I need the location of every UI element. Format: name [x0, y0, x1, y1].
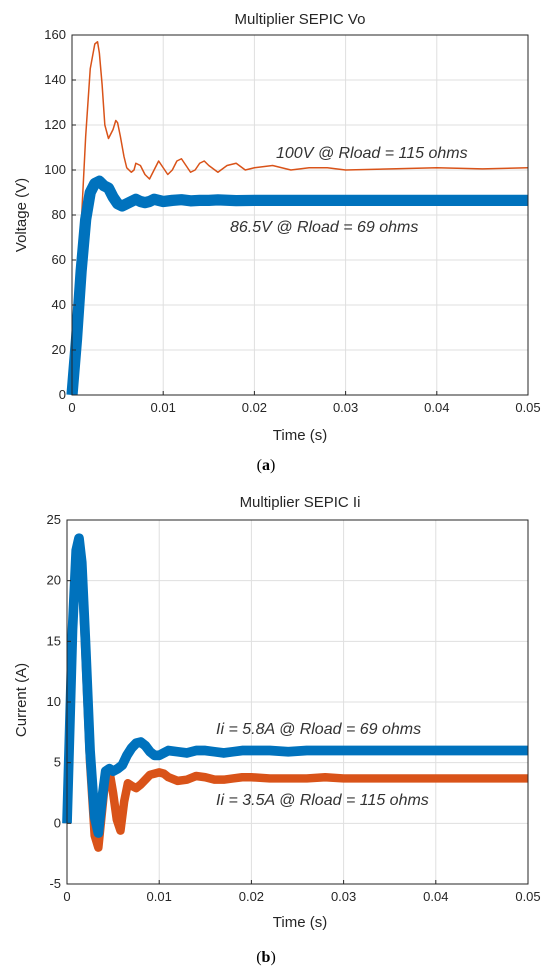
y-tick-label: 5	[54, 755, 61, 770]
caption-b: (b)	[256, 949, 276, 966]
x-tick-label: 0.05	[515, 889, 540, 904]
annotation-blue: Ii = 5.8A @ Rload = 69 ohms	[216, 721, 421, 738]
series-line-2	[62, 533, 528, 838]
y-tick-label: 15	[47, 633, 61, 648]
y-tick-label: 80	[52, 207, 66, 222]
series-line-1	[71, 41, 529, 396]
chart-title: Multiplier SEPIC Vo	[235, 11, 366, 28]
y-axis-label: Current (A)	[13, 663, 30, 737]
annotation-orange: Ii = 3.5A @ Rload = 115 ohms	[216, 792, 429, 809]
y-tick-label: 40	[52, 297, 66, 312]
caption-a: (a)	[257, 457, 276, 474]
y-tick-label: 0	[59, 387, 66, 402]
x-axis-label: Time (s)	[273, 427, 327, 444]
x-tick-labels: 0 0.01 0.02 0.03 0.04 0.05	[63, 880, 541, 904]
x-tick-label: 0.02	[239, 889, 264, 904]
x-tick-label: 0.03	[333, 400, 358, 415]
y-tick-label: 120	[44, 117, 66, 132]
x-axis-label: Time (s)	[273, 914, 327, 931]
annotation-orange: 100V @ Rload = 115 ohms	[276, 145, 468, 162]
y-axis-label: Voltage (V)	[13, 178, 30, 252]
y-tick-label: 160	[44, 27, 66, 42]
series-group	[66, 41, 529, 396]
y-tick-label: 140	[44, 72, 66, 87]
y-tick-labels: 0 20 40 60 80 100 120 140 160	[44, 27, 76, 402]
x-tick-label: 0.04	[423, 889, 448, 904]
y-tick-label: 100	[44, 162, 66, 177]
x-tick-label: 0.02	[242, 400, 267, 415]
x-tick-label: 0	[63, 889, 70, 904]
series-group	[62, 533, 528, 852]
x-tick-label: 0	[68, 400, 75, 415]
annotation-blue: 86.5V @ Rload = 69 ohms	[230, 219, 418, 236]
y-tick-label: 25	[47, 512, 61, 527]
series-line-2	[66, 175, 528, 396]
x-tick-label: 0.03	[331, 889, 356, 904]
y-tick-label: 20	[47, 573, 61, 588]
current-chart: Multiplier SEPIC Ii 0 0.01 0.02 0.03 0.04 0.0…	[13, 494, 541, 966]
x-tick-label: 0.01	[151, 400, 176, 415]
x-tick-label: 0.01	[147, 889, 172, 904]
x-tick-labels: 0 0.01 0.02 0.03 0.04 0.05	[68, 391, 541, 415]
x-tick-label: 0.05	[515, 400, 540, 415]
voltage-chart: Multiplier SEPIC Vo 0 0.01 0.02 0.03 0.04 0.0…	[13, 11, 541, 474]
y-tick-labels: -5 0 5 10 15 20 25	[47, 512, 71, 891]
y-tick-label: 0	[54, 815, 61, 830]
y-tick-label: 60	[52, 252, 66, 267]
y-tick-label: -5	[49, 876, 61, 891]
y-tick-label: 20	[52, 342, 66, 357]
y-tick-label: 10	[47, 694, 61, 709]
x-tick-label: 0.04	[424, 400, 449, 415]
chart-title: Multiplier SEPIC Ii	[240, 494, 361, 511]
